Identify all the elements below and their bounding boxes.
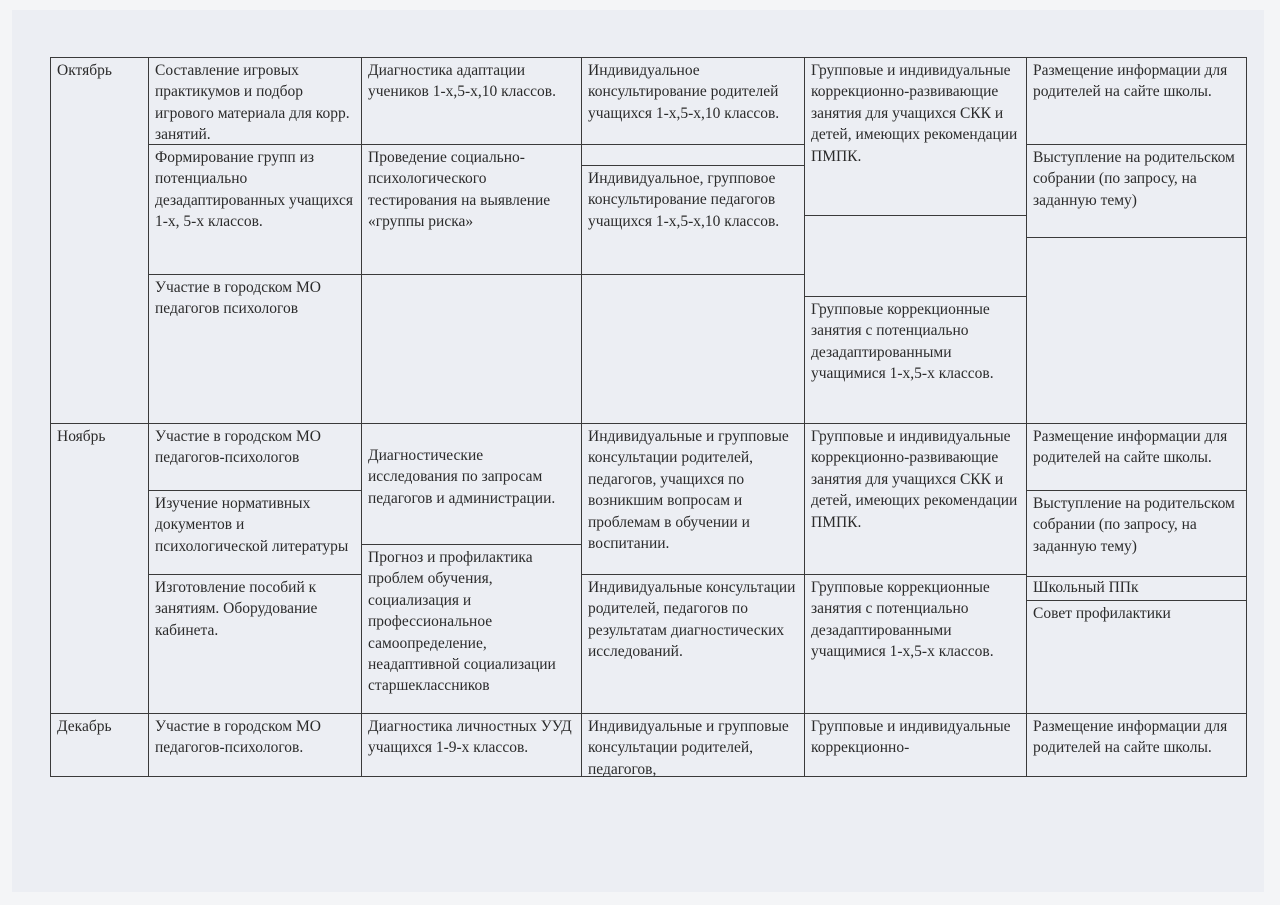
- empty-cell: [581, 144, 805, 166]
- table-cell: Участие в городском МО педагогов-психоло…: [148, 713, 362, 777]
- table-cell: Выступление на родительском собрании (по…: [1026, 144, 1247, 238]
- table-cell: Школьный ППк: [1026, 576, 1247, 601]
- table-cell: Диагностические исследования по запросам…: [361, 423, 582, 545]
- empty-cell: [804, 215, 1027, 297]
- empty-cell: [361, 274, 582, 424]
- table-cell: Диагностика личностных УУД учащихся 1-9-…: [361, 713, 582, 777]
- empty-cell: [1026, 237, 1247, 424]
- table-cell: Групповые коррекционные занятия с потенц…: [804, 574, 1027, 714]
- table-cell: Индивидуальные и групповые консультации …: [581, 423, 805, 575]
- table-cell: Размещение информации для родителей на с…: [1026, 423, 1247, 491]
- table-cell: Изготовление пособий к занятиям. Оборудо…: [148, 574, 362, 714]
- month-cell: Декабрь: [50, 713, 149, 777]
- table-cell: Групповые коррекционные занятия с потенц…: [804, 296, 1027, 424]
- month-cell: Ноябрь: [50, 423, 149, 714]
- table-cell: Выступление на родительском собрании (по…: [1026, 490, 1247, 577]
- table-cell: Участие в городском МО педагогов психоло…: [148, 274, 362, 424]
- table-cell: Изучение нормативных документов и психол…: [148, 490, 362, 575]
- table-cell: Групповые и индивидуальные коррекционно-…: [804, 423, 1027, 575]
- table-cell: Составление игровых практикумов и подбор…: [148, 57, 362, 145]
- table-cell: Прогноз и профилактика проблем обучения,…: [361, 544, 582, 714]
- table-cell: Совет профилактики: [1026, 600, 1247, 714]
- table-cell: Размещение информации для родителей на с…: [1026, 57, 1247, 145]
- scanned-page: [12, 10, 1264, 892]
- table-cell: Индивидуальные и групповые консультации …: [581, 713, 805, 777]
- table-cell: Формирование групп из потенциально дезад…: [148, 144, 362, 275]
- table-cell: Проведение социально-психологического те…: [361, 144, 582, 275]
- empty-cell: [581, 274, 805, 424]
- table-cell: Участие в городском МО педагогов-психоло…: [148, 423, 362, 491]
- table-cell: Индивидуальное консультирование родителе…: [581, 57, 805, 145]
- table-cell: Размещение информации для родителей на с…: [1026, 713, 1247, 777]
- table-cell: Групповые и индивидуальные коррекционно-…: [804, 57, 1027, 216]
- month-cell: Октябрь: [50, 57, 149, 424]
- table-cell: Диагностика адаптации учеников 1-х,5-х,1…: [361, 57, 582, 145]
- table-cell: Групповые и индивидуальные коррекционно-: [804, 713, 1027, 777]
- table-cell: Индивидуальное, групповое консультирован…: [581, 165, 805, 275]
- table-cell: Индивидуальные консультации родителей, п…: [581, 574, 805, 714]
